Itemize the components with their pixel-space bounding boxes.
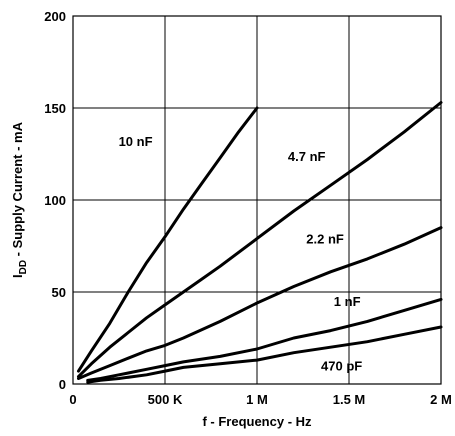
y-axis-label-main: I (10, 274, 25, 278)
x-tick-label: 1.5 M (333, 392, 366, 407)
series-line (77, 101, 443, 379)
y-tick-label: 150 (44, 101, 66, 116)
x-tick-label: 2 M (430, 392, 452, 407)
series-curves (77, 101, 443, 384)
y-tick-label: 100 (44, 193, 66, 208)
y-axis-label: IDD - Supply Current - mA (10, 121, 29, 278)
x-tick-label: 0 (69, 392, 76, 407)
grid-lines (73, 16, 441, 384)
series-line (86, 297, 443, 382)
x-tick-label: 1 M (246, 392, 268, 407)
x-tick-labels: 0 500 K 1 M 1.5 M 2 M (69, 392, 451, 407)
series-label: 2.2 nF (306, 232, 344, 247)
y-axis-label-rest: - Supply Current - mA (10, 121, 25, 260)
series-line (77, 106, 259, 373)
y-tick-label: 50 (52, 285, 66, 300)
series-label: 10 nF (119, 134, 153, 149)
y-tick-labels: 0 50 100 150 200 (44, 9, 66, 392)
series-label: 1 nF (334, 294, 361, 309)
series-label: 470 pF (321, 359, 362, 374)
x-tick-label: 500 K (148, 392, 183, 407)
y-axis-label-subscript: DD (18, 260, 29, 274)
series-line (86, 325, 443, 384)
series-line (77, 226, 443, 380)
y-tick-label: 0 (59, 377, 66, 392)
x-axis-label: f - Frequency - Hz (202, 414, 312, 429)
series-labels: 10 nF 4.7 nF 2.2 nF 1 nF 470 pF (119, 134, 363, 373)
y-tick-label: 200 (44, 9, 66, 24)
series-label: 4.7 nF (288, 149, 326, 164)
plot-frame (72, 15, 442, 385)
